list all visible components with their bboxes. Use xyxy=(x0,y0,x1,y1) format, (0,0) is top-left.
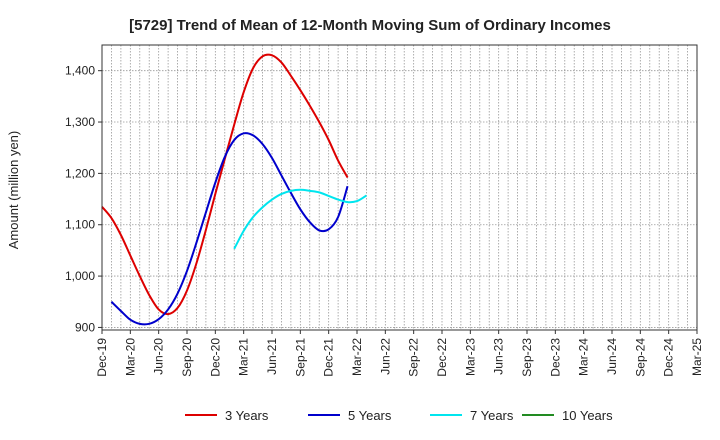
legend: 3 Years 5 Years 7 Years 10 Years xyxy=(185,408,613,423)
legend-label-3-years: 3 Years xyxy=(225,408,269,423)
x-tick-label: Dec-24 xyxy=(662,338,676,377)
y-tick-label: 1,100 xyxy=(65,218,95,232)
x-tick-label: Dec-22 xyxy=(435,338,449,377)
x-tick-label: Sep-23 xyxy=(520,338,534,377)
y-tick-label: 1,200 xyxy=(65,166,95,180)
x-tick-label: Mar-20 xyxy=(123,338,137,376)
legend-label-5-years: 5 Years xyxy=(348,408,392,423)
x-tick-label: Sep-24 xyxy=(633,338,647,377)
x-tick-label: Jun-21 xyxy=(265,338,279,375)
x-tick-label: Jun-20 xyxy=(152,338,166,375)
x-tick-label: Dec-19 xyxy=(95,338,109,377)
x-axis-ticks: Dec-19 Mar-20 Jun-20 Sep-20 Dec-20 Mar-21 Jun-… xyxy=(95,330,704,377)
plot-lines xyxy=(101,53,367,326)
legend-label-10-years: 10 Years xyxy=(562,408,613,423)
x-tick-label: Mar-21 xyxy=(237,338,251,376)
x-tick-label: Jun-23 xyxy=(492,338,506,375)
x-tick-label: Mar-25 xyxy=(690,338,704,376)
y-axis-label: Amount (million yen) xyxy=(6,131,21,250)
x-tick-label: Dec-21 xyxy=(322,338,336,377)
plot-frame xyxy=(101,44,698,331)
y-tick-label: 900 xyxy=(75,320,95,334)
x-tick-label: Dec-23 xyxy=(548,338,562,377)
y-axis-ticks: 900 1,000 1,100 1,200 1,300 1,400 xyxy=(65,64,102,334)
y-tick-label: 1,300 xyxy=(65,115,95,129)
series-line-7-years xyxy=(233,188,367,250)
y-tick-label: 1,000 xyxy=(65,269,95,283)
y-tick-label: 1,400 xyxy=(65,64,95,78)
series-line-5-years xyxy=(110,132,349,326)
chart-title: [5729] Trend of Mean of 12-Month Moving … xyxy=(129,17,611,34)
x-tick-label: Sep-20 xyxy=(180,338,194,377)
grid xyxy=(102,45,697,330)
legend-label-7-years: 7 Years xyxy=(470,408,514,423)
x-tick-label: Jun-22 xyxy=(378,338,392,375)
x-tick-label: Sep-21 xyxy=(293,338,307,377)
x-tick-label: Jun-24 xyxy=(605,338,619,375)
x-tick-label: Mar-24 xyxy=(577,338,591,376)
x-tick-label: Dec-20 xyxy=(208,338,222,377)
x-tick-label: Sep-22 xyxy=(407,338,421,377)
x-tick-label: Mar-23 xyxy=(463,338,477,376)
x-tick-label: Mar-22 xyxy=(350,338,364,376)
